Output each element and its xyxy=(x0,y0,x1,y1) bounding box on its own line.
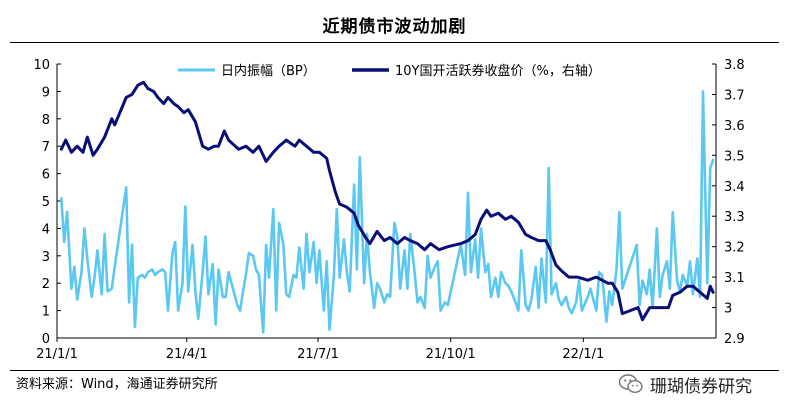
right-tick-label: 3 xyxy=(724,302,732,317)
legend-label-range: 日内振幅（BP） xyxy=(221,63,316,79)
title-divider xyxy=(10,42,779,43)
right-tick-label: 3.3 xyxy=(724,210,745,225)
series-line-yield xyxy=(59,80,715,322)
left-tick-label: 5 xyxy=(42,195,50,210)
x-tick-label: 21/10/1 xyxy=(426,347,476,362)
right-tick-label: 3.5 xyxy=(724,149,745,164)
left-tick-label: 4 xyxy=(42,222,50,237)
left-tick-label: 1 xyxy=(42,305,50,320)
page-title: 近期债市波动加剧 xyxy=(322,17,467,37)
left-tick-label: 0 xyxy=(42,332,50,347)
right-tick-label: 3.8 xyxy=(724,58,745,73)
wechat-logo-icon xyxy=(618,374,643,394)
right-tick-label: 3.4 xyxy=(724,180,745,195)
chart-legend: 日内振幅（BP） 10Y国开活跃券收盘价（%，右轴） xyxy=(178,63,601,79)
watermark: 珊瑚债券研究 xyxy=(618,371,752,397)
left-tick-label: 7 xyxy=(42,140,50,155)
left-tick-label: 9 xyxy=(42,85,50,100)
left-tick-label: 2 xyxy=(42,277,50,292)
legend-label-yield: 10Y国开活跃券收盘价（%，右轴） xyxy=(395,63,601,79)
source-note: 资料来源：Wind，海通证券研究所 xyxy=(16,377,218,392)
x-tick-label: 21/4/1 xyxy=(166,347,208,362)
right-tick-label: 3.6 xyxy=(724,119,745,134)
right-tick-label: 3.7 xyxy=(724,88,745,103)
right-tick-label: 3.1 xyxy=(724,271,745,286)
left-tick-label: 10 xyxy=(33,58,50,73)
right-tick-label: 3.2 xyxy=(724,241,745,256)
right-tick-label: 2.9 xyxy=(724,332,745,347)
x-tick-label: 22/1/1 xyxy=(562,347,604,362)
watermark-text: 珊瑚债券研究 xyxy=(650,376,752,397)
left-tick-label: 8 xyxy=(42,113,50,128)
x-tick-label: 21/7/1 xyxy=(297,347,339,362)
series-line-range xyxy=(60,90,715,334)
left-tick-label: 3 xyxy=(42,250,50,265)
series-layer xyxy=(59,80,715,334)
x-axis-ticks: 21/1/1 21/4/1 21/7/1 21/10/1 22/1/1 xyxy=(36,338,604,362)
source-divider xyxy=(10,370,779,371)
right-axis-ticks: 2.9 3 3.1 3.2 3.3 3.4 3.5 3.6 3.7 3.8 xyxy=(712,58,745,347)
left-tick-label: 6 xyxy=(42,168,50,183)
x-tick-label: 21/1/1 xyxy=(36,347,78,362)
